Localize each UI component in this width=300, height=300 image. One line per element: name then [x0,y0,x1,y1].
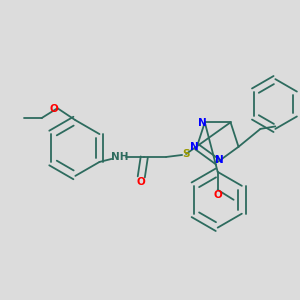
Text: O: O [137,177,146,187]
Text: N: N [215,155,224,165]
Text: O: O [213,190,222,200]
Text: NH: NH [111,152,128,162]
Text: S: S [182,149,190,159]
Text: N: N [198,118,207,128]
Text: N: N [190,142,199,152]
Text: O: O [49,104,58,114]
